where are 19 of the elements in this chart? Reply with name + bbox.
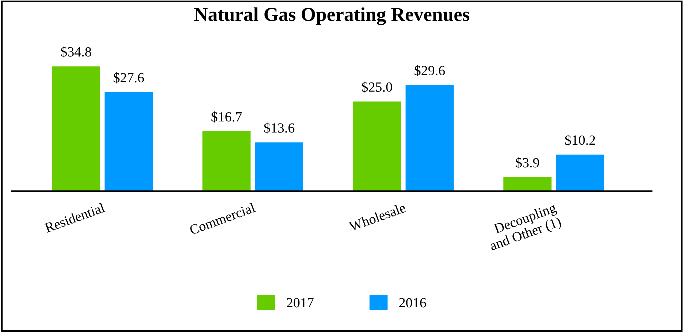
data-label: $27.6 [114, 72, 144, 84]
data-label: $29.6 [414, 65, 446, 76]
data-label: $34.8 [61, 46, 92, 58]
bar [104, 92, 154, 192]
bar [255, 142, 304, 192]
legend-label: 2016 [400, 298, 426, 308]
legend-label: 2017 [287, 298, 314, 308]
bar [556, 154, 604, 192]
data-label: $10.2 [565, 134, 596, 146]
bar [353, 102, 402, 192]
bar [406, 85, 454, 192]
data-label: $25.0 [362, 82, 392, 93]
bar [202, 132, 251, 192]
bar [504, 177, 552, 192]
data-label: $16.7 [212, 112, 242, 123]
chart-title: Natural Gas Operating Revenues [194, 8, 470, 26]
data-label: $13.6 [264, 122, 295, 134]
data-label: $3.9 [516, 158, 540, 169]
bar [52, 66, 100, 192]
